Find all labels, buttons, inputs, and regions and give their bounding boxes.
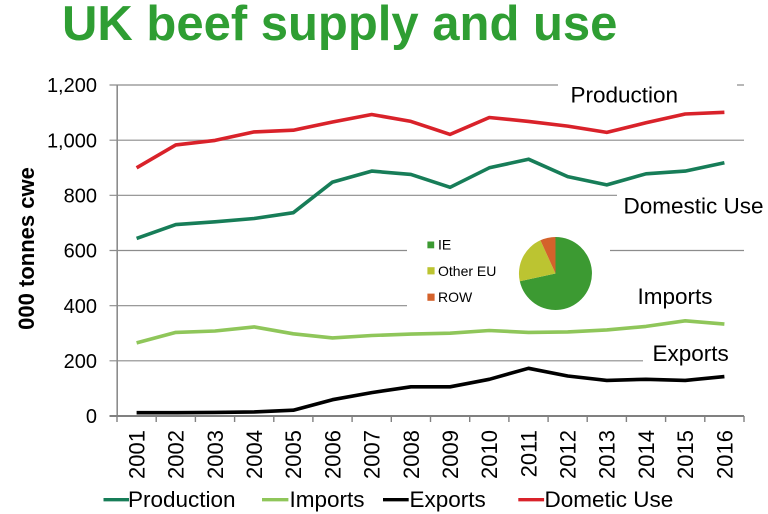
svg-text:Exports: Exports xyxy=(653,341,729,366)
svg-text:2013: 2013 xyxy=(595,430,620,479)
svg-text:1,000: 1,000 xyxy=(47,130,97,152)
svg-text:2007: 2007 xyxy=(360,430,385,479)
svg-text:Production: Production xyxy=(571,83,679,108)
svg-text:2004: 2004 xyxy=(242,430,267,479)
svg-text:1,200: 1,200 xyxy=(47,75,97,97)
svg-text:800: 800 xyxy=(64,186,97,208)
svg-text:2015: 2015 xyxy=(673,430,698,479)
svg-text:ROW: ROW xyxy=(438,289,473,305)
svg-text:Dometic Use: Dometic Use xyxy=(545,487,674,512)
svg-text:Imports: Imports xyxy=(638,284,713,309)
svg-text:2011: 2011 xyxy=(516,430,541,477)
svg-text:2009: 2009 xyxy=(438,430,463,479)
svg-text:2003: 2003 xyxy=(203,430,228,479)
svg-text:Other EU: Other EU xyxy=(438,263,496,279)
svg-text:IE: IE xyxy=(438,237,451,253)
svg-text:2001: 2001 xyxy=(125,430,150,479)
svg-text:200: 200 xyxy=(64,351,97,373)
svg-text:UK beef supply and use: UK beef supply and use xyxy=(62,0,617,51)
svg-text:400: 400 xyxy=(64,296,97,318)
svg-text:2006: 2006 xyxy=(320,430,345,479)
svg-text:Domestic Use: Domestic Use xyxy=(624,194,764,219)
svg-text:2002: 2002 xyxy=(164,430,189,479)
svg-text:600: 600 xyxy=(64,241,97,263)
svg-text:2014: 2014 xyxy=(634,430,659,479)
svg-text:2008: 2008 xyxy=(399,430,424,479)
svg-text:Imports: Imports xyxy=(290,487,365,512)
svg-text:0: 0 xyxy=(86,406,97,428)
svg-text:2005: 2005 xyxy=(281,430,306,479)
svg-text:2012: 2012 xyxy=(556,430,581,479)
svg-text:2010: 2010 xyxy=(477,430,502,479)
svg-text:000 tonnes cwe: 000 tonnes cwe xyxy=(14,167,39,330)
svg-text:2016: 2016 xyxy=(712,430,737,479)
svg-text:Exports: Exports xyxy=(410,487,486,512)
svg-text:Production: Production xyxy=(128,487,236,512)
